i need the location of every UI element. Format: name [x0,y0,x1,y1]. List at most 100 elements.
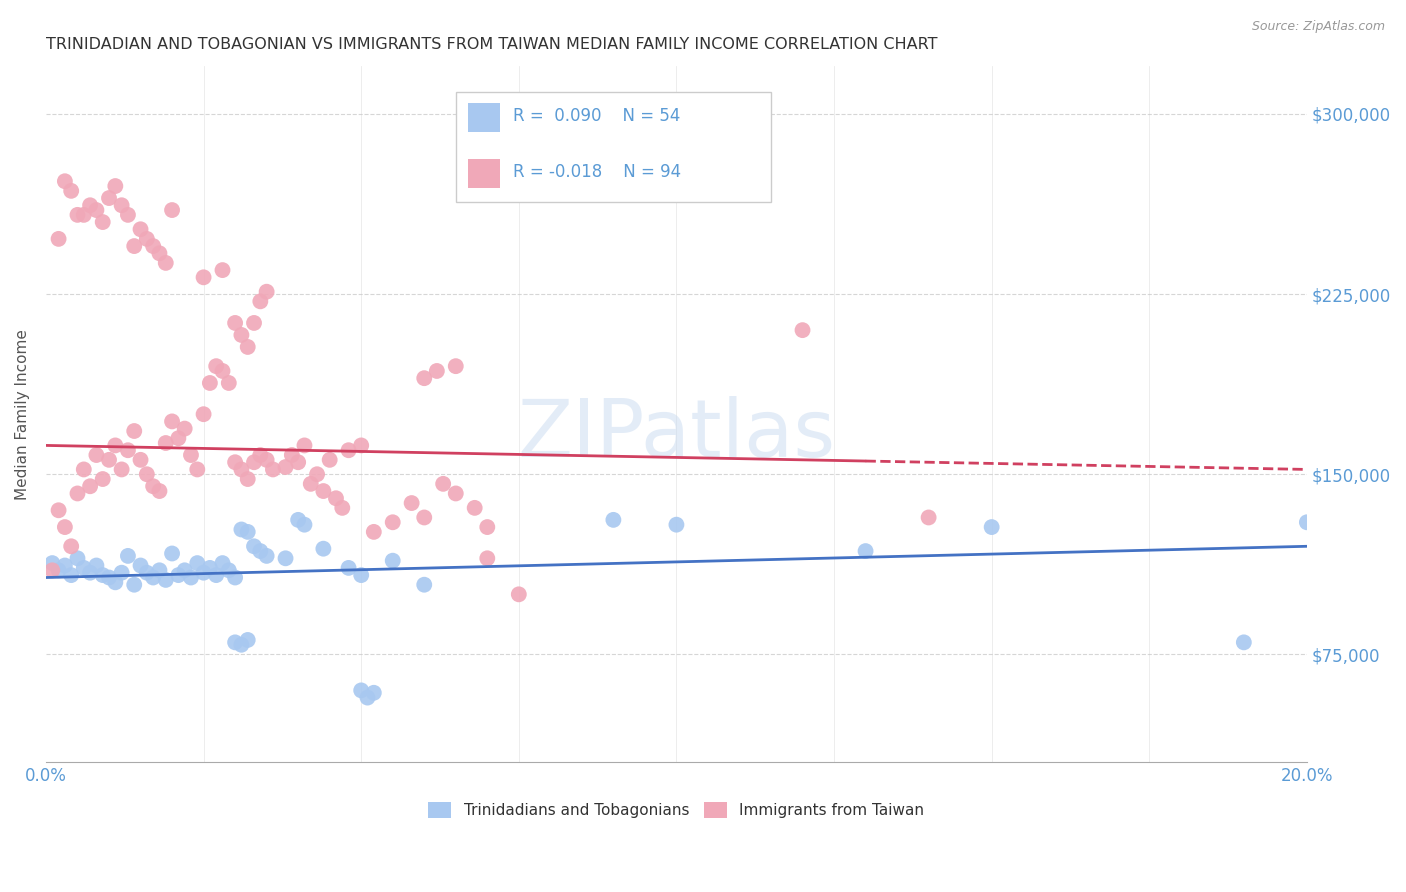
Point [231,638,253,652]
Point [53,174,76,188]
Point [287,455,309,469]
Point [155,573,177,587]
Point [350,438,373,452]
Legend: Trinidadians and Tobagonians, Immigrants from Taiwan: Trinidadians and Tobagonians, Immigrants… [422,797,931,824]
Point [413,371,436,385]
Point [363,686,385,700]
Point [236,632,259,647]
Point [91,472,114,486]
Point [337,443,360,458]
Point [135,467,157,482]
Point [117,443,139,458]
Point [413,510,436,524]
Point [79,479,101,493]
Text: ZIPatlas: ZIPatlas [517,396,835,474]
Point [148,563,170,577]
Point [180,448,202,462]
Point [249,294,271,309]
Text: TRINIDADIAN AND TOBAGONIAN VS IMMIGRANTS FROM TAIWAN MEDIAN FAMILY INCOME CORREL: TRINIDADIAN AND TOBAGONIAN VS IMMIGRANTS… [46,37,938,53]
Point [356,690,378,705]
Point [135,566,157,580]
Point [236,472,259,486]
Point [444,359,467,374]
Point [792,323,814,337]
Point [477,551,499,566]
Point [186,462,208,476]
Point [363,524,385,539]
Point [198,376,221,390]
Point [98,570,121,584]
Point [173,422,195,436]
Point [180,570,202,584]
Point [86,558,108,573]
Point [193,270,215,285]
Point [224,570,246,584]
Point [917,510,939,524]
Point [602,513,624,527]
Text: R =  0.090    N = 54: R = 0.090 N = 54 [513,107,681,125]
Point [142,239,165,253]
Point [236,340,259,354]
Point [142,479,165,493]
Point [413,578,436,592]
Point [249,544,271,558]
Point [41,556,63,570]
Point [294,438,316,452]
Text: Source: ZipAtlas.com: Source: ZipAtlas.com [1251,20,1385,33]
Point [256,549,278,563]
Point [41,563,63,577]
Point [193,566,215,580]
Point [381,554,404,568]
Point [104,575,127,590]
Point [243,316,266,330]
Point [129,558,152,573]
Point [160,547,183,561]
Point [142,570,165,584]
Point [111,566,134,580]
Point [148,246,170,260]
Point [122,578,145,592]
Point [53,558,76,573]
Point [243,455,266,469]
Point [231,462,253,476]
Point [401,496,423,510]
Point [48,563,70,577]
Point [48,232,70,246]
Point [193,407,215,421]
Bar [468,159,501,188]
Point [318,453,340,467]
Point [160,414,183,428]
Point [299,476,322,491]
Point [211,556,233,570]
Point [60,184,83,198]
Point [224,635,246,649]
Point [167,431,190,445]
Point [173,563,195,577]
Point [287,513,309,527]
Point [350,568,373,582]
Point [231,328,253,343]
Point [1233,635,1256,649]
Point [104,179,127,194]
Point [111,462,134,476]
Point [325,491,347,506]
Point [129,453,152,467]
Point [129,222,152,236]
Point [104,438,127,452]
Point [224,455,246,469]
Point [86,202,108,217]
Point [117,208,139,222]
Point [79,198,101,212]
Point [160,202,183,217]
Point [91,215,114,229]
Point [66,208,89,222]
Point [98,453,121,467]
Point [60,539,83,553]
Point [211,263,233,277]
Point [236,524,259,539]
Point [135,232,157,246]
Point [508,587,530,601]
Point [294,517,316,532]
Point [155,436,177,450]
Point [464,500,486,515]
